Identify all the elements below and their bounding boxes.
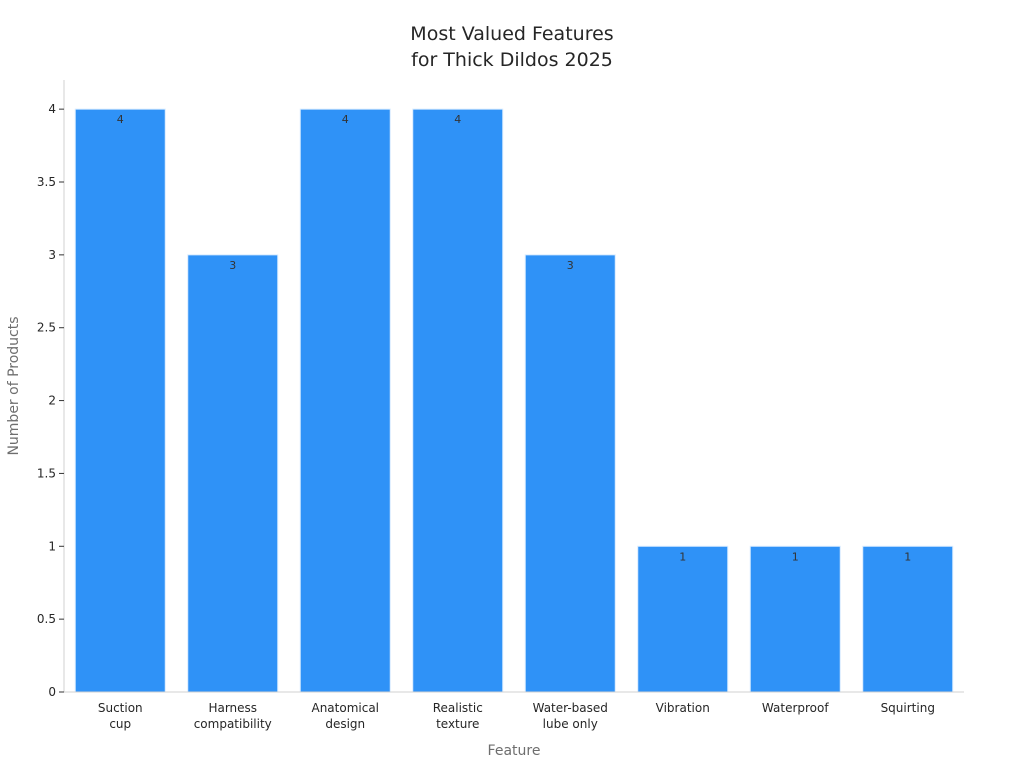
x-tick-label: Harness compatibility [194,701,272,731]
x-axis-label: Feature [488,743,541,759]
y-tick-label: 4 [48,102,56,116]
bar [299,108,391,693]
bar [862,545,954,693]
x-tick-label: Squirting [881,701,935,715]
x-tick-label: Vibration [656,701,710,715]
bar-value-label: 4 [454,113,461,126]
y-tick-label: 2 [48,394,56,408]
bar-value-label: 3 [567,259,574,272]
bar [524,254,616,693]
bar [637,545,729,693]
y-tick-label: 3 [48,248,56,262]
bar-value-label: 1 [679,550,686,563]
bars-group: 4 3 4 4 3 1 1 1 [74,108,954,693]
x-tick-label: Waterproof [762,701,829,715]
bar-value-label: 4 [342,113,349,126]
x-tick-label: Realistic texture [433,701,483,731]
chart-title-line-1: Most Valued Features [410,23,613,45]
y-tick-label: 0 [48,685,56,699]
y-tick-label: 2.5 [37,321,56,335]
y-tick-label: 1 [48,539,56,553]
y-axis-label: Number of Products [6,316,22,455]
x-tick-label: Water-based lube only [533,701,608,731]
x-tick-label: Anatomical design [311,701,379,731]
y-tick-label: 0.5 [37,612,56,626]
bar [74,108,166,693]
bar [412,108,504,693]
chart-title-line-2: for Thick Dildos 2025 [411,49,613,71]
x-axis: Suction cup Harness compatibility Anatomical… [64,691,964,731]
bar [749,545,841,693]
bar-value-label: 4 [117,113,124,126]
y-tick-label: 3.5 [37,175,56,189]
bar [187,254,279,693]
bar-value-label: 1 [792,550,799,563]
bar-value-label: 3 [229,259,236,272]
y-tick-label: 1.5 [37,466,56,480]
bar-value-label: 1 [904,550,911,563]
y-axis: 0 0.5 1 1.5 2 2.5 3 3.5 4 [37,80,65,699]
x-tick-label: Suction cup [98,701,143,731]
